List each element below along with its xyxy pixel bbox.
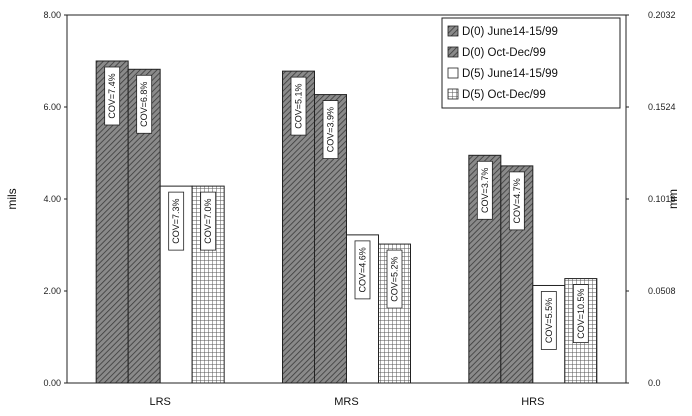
y-tick-label-left: 8.00 <box>43 10 61 20</box>
cov-box <box>290 76 307 136</box>
legend-swatch <box>447 88 459 100</box>
cov-label: COV=4.7% <box>512 178 522 223</box>
legend-entry: D(5) June14-15/99 <box>462 68 558 80</box>
cov-box <box>168 191 185 251</box>
legend-box <box>441 17 621 109</box>
legend-entry: D(0) Oct-Dec/99 <box>462 47 546 59</box>
y-axis-label-right: mm <box>666 189 680 209</box>
cov-label: COV=3.7% <box>480 168 490 213</box>
cov-box <box>508 171 525 231</box>
cov-label: COV=6.8% <box>139 82 149 127</box>
y-tick-label-left: 4.00 <box>43 194 61 204</box>
x-tick-label: LRS <box>149 396 170 408</box>
cov-box <box>104 66 121 126</box>
cov-label: COV=3.9% <box>326 107 336 152</box>
cov-label: COV=4.6% <box>358 247 368 292</box>
cov-box <box>386 249 403 309</box>
legend-swatch <box>447 67 459 79</box>
legend-swatch <box>447 46 459 58</box>
y-axis-label-left: mils <box>5 188 19 209</box>
legend-entry: D(5) Oct-Dec/99 <box>462 89 546 101</box>
legend-swatch <box>447 25 459 37</box>
x-tick-label: HRS <box>521 396 544 408</box>
y-tick-label-right: 0.2032 <box>648 10 676 20</box>
y-tick-label-right: 0.0508 <box>648 286 676 296</box>
cov-label: COV=10.5% <box>576 288 586 338</box>
cov-label: COV=7.0% <box>203 198 213 243</box>
y-tick-label-left: 2.00 <box>43 286 61 296</box>
cov-label: COV=5.2% <box>390 256 400 301</box>
cov-box <box>572 284 589 343</box>
y-tick-label-right: 0.1524 <box>648 102 676 112</box>
cov-box <box>476 160 493 220</box>
cov-box <box>200 191 217 251</box>
y-tick-label-right: 0.0 <box>648 378 661 388</box>
y-tick-label-right: 0.1016 <box>648 194 676 204</box>
y-tick-label-left: 6.00 <box>43 102 61 112</box>
bar-hrs-series-1 <box>500 165 534 384</box>
cov-box <box>540 291 557 350</box>
cov-box <box>136 74 153 134</box>
cov-label: COV=5.5% <box>544 298 554 343</box>
cov-box <box>322 100 339 159</box>
y-tick-label-left: 0.00 <box>43 378 61 388</box>
x-tick-label: MRS <box>334 396 358 408</box>
cov-box <box>354 240 371 300</box>
cov-label: COV=7.4% <box>107 73 117 118</box>
legend-entry: D(0) June14-15/99 <box>462 26 558 38</box>
cov-label: COV=5.1% <box>294 83 304 128</box>
cov-label: COV=7.3% <box>171 198 181 243</box>
